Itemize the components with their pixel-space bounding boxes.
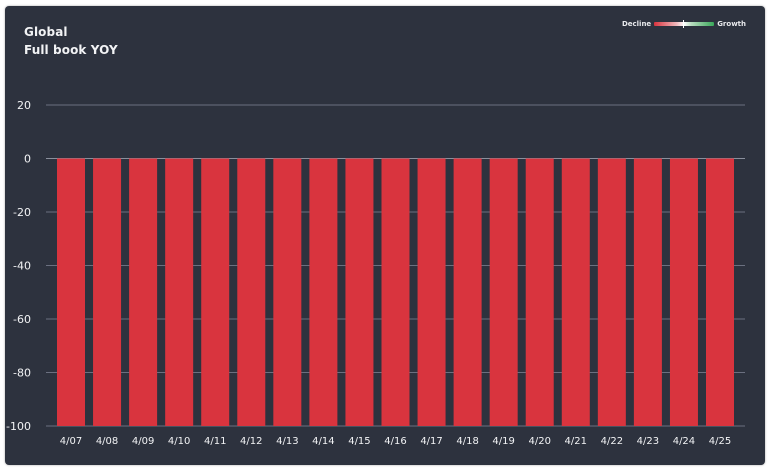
x-tick-label: 4/17 [420, 436, 442, 447]
chart-title: Global [24, 25, 68, 39]
x-tick-label: 4/10 [168, 436, 190, 447]
y-tick-label: -20 [13, 206, 31, 219]
bar[interactable] [309, 158, 338, 427]
x-tick-label: 4/23 [637, 436, 659, 447]
bar[interactable] [165, 158, 194, 427]
y-axis-ticks: 20 0 -20 -40 -60 -80 -100 [6, 99, 31, 433]
bar[interactable] [561, 158, 590, 427]
y-tick-label: 20 [17, 99, 31, 112]
bar[interactable] [525, 158, 554, 427]
x-tick-label: 4/11 [204, 436, 226, 447]
bar[interactable] [489, 158, 518, 427]
y-tick-label: -100 [6, 420, 31, 433]
legend-decline-label: Decline [621, 20, 652, 28]
x-tick-label: 4/09 [132, 436, 154, 447]
bar[interactable] [201, 158, 230, 427]
bar[interactable] [633, 158, 662, 427]
x-tick-label: 4/08 [96, 436, 118, 447]
x-tick-label: 4/21 [565, 436, 587, 447]
bar[interactable] [237, 158, 266, 427]
x-tick-label: 4/18 [456, 436, 478, 447]
y-tick-label: 0 [24, 153, 31, 166]
bar[interactable] [345, 158, 374, 427]
bar[interactable] [597, 158, 626, 427]
x-tick-label: 4/19 [492, 436, 514, 447]
bars [57, 158, 734, 427]
bar[interactable] [669, 158, 698, 427]
x-tick-label: 4/22 [601, 436, 623, 447]
x-tick-label: 4/12 [240, 436, 262, 447]
x-tick-label: 4/20 [528, 436, 550, 447]
x-axis-ticks: 4/07 4/08 4/09 4/10 4/11 4/12 4/13 4/14 4/15 4/16… [60, 436, 731, 447]
bar[interactable] [93, 158, 122, 427]
x-tick-label: 4/14 [312, 436, 334, 447]
legend-growth-label: Growth [717, 20, 746, 28]
bar[interactable] [417, 158, 446, 427]
y-tick-label: -40 [13, 260, 31, 273]
legend-midpoint-marker [683, 20, 685, 28]
x-tick-label: 4/24 [673, 436, 695, 447]
bar[interactable] [706, 158, 734, 427]
x-tick-label: 4/16 [384, 436, 406, 447]
x-tick-label: 4/07 [60, 436, 82, 447]
color-legend: Decline Growth [622, 19, 746, 29]
x-tick-label: 4/13 [276, 436, 298, 447]
bar[interactable] [453, 158, 482, 427]
y-tick-label: -80 [13, 367, 31, 380]
bar[interactable] [129, 158, 158, 427]
y-tick-label: -60 [13, 313, 31, 326]
legend-gradient-bar [654, 20, 715, 28]
bar[interactable] [273, 158, 302, 427]
x-tick-label: 4/15 [348, 436, 370, 447]
chart-subtitle: Full book YOY [24, 43, 118, 57]
x-tick-label: 4/25 [709, 436, 731, 447]
bar[interactable] [57, 158, 85, 427]
bar[interactable] [381, 158, 410, 427]
